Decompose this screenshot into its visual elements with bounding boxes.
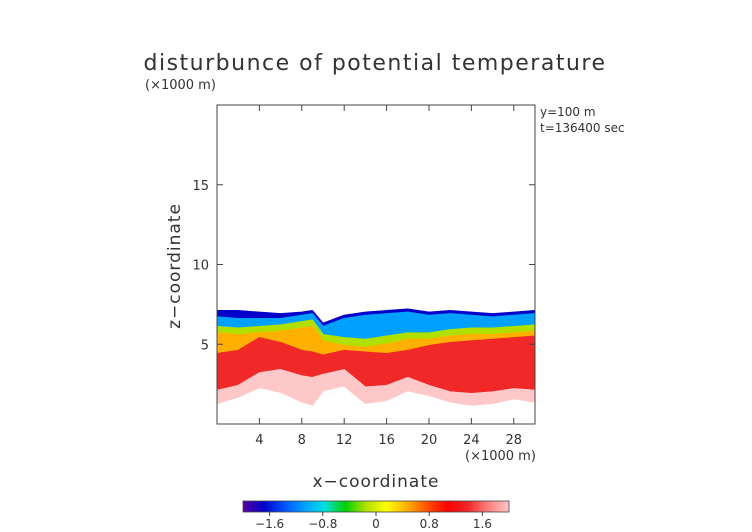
y-tick-label-1: 10 bbox=[192, 259, 209, 274]
colorbar-ticks: −1.6 −0.8 0 0.8 1.6 bbox=[255, 512, 492, 531]
heatmap-field bbox=[217, 308, 535, 406]
x-tick-label-3: 16 bbox=[378, 433, 395, 448]
chart-title: disturbunce of potential temperature bbox=[144, 51, 607, 76]
colorbar bbox=[242, 500, 510, 513]
x-unit-label: (×1000 m) bbox=[465, 449, 536, 464]
colorbar-tick-label-4: 1.6 bbox=[473, 517, 492, 531]
x-tick-label-2: 12 bbox=[336, 433, 353, 448]
x-ticks: 4 8 12 16 20 24 28 bbox=[255, 105, 522, 448]
colorbar-tick-label-1: −0.8 bbox=[308, 517, 337, 531]
y-tick-label-0: 5 bbox=[201, 338, 209, 353]
y-axis-label: z−coordinate bbox=[165, 203, 185, 329]
colorbar-tick-label-3: 0.8 bbox=[420, 517, 439, 531]
x-tick-label-4: 20 bbox=[421, 433, 438, 448]
x-tick-label-6: 28 bbox=[506, 433, 523, 448]
annotation-t: t=136400 sec bbox=[540, 121, 625, 135]
annotation-y: y=100 m bbox=[540, 105, 596, 119]
y-ticks: 5 10 15 bbox=[192, 179, 535, 353]
x-tick-label-1: 8 bbox=[298, 433, 306, 448]
colorbar-tick-label-2: 0 bbox=[372, 517, 380, 531]
y-unit-label: (×1000 m) bbox=[145, 78, 216, 93]
x-tick-label-0: 4 bbox=[255, 433, 263, 448]
y-tick-label-2: 15 bbox=[192, 179, 209, 194]
x-tick-label-5: 24 bbox=[463, 433, 480, 448]
contour-band-5 bbox=[217, 369, 535, 406]
x-axis-label: x−coordinate bbox=[313, 472, 440, 492]
colorbar-tick-label-0: −1.6 bbox=[255, 517, 284, 531]
